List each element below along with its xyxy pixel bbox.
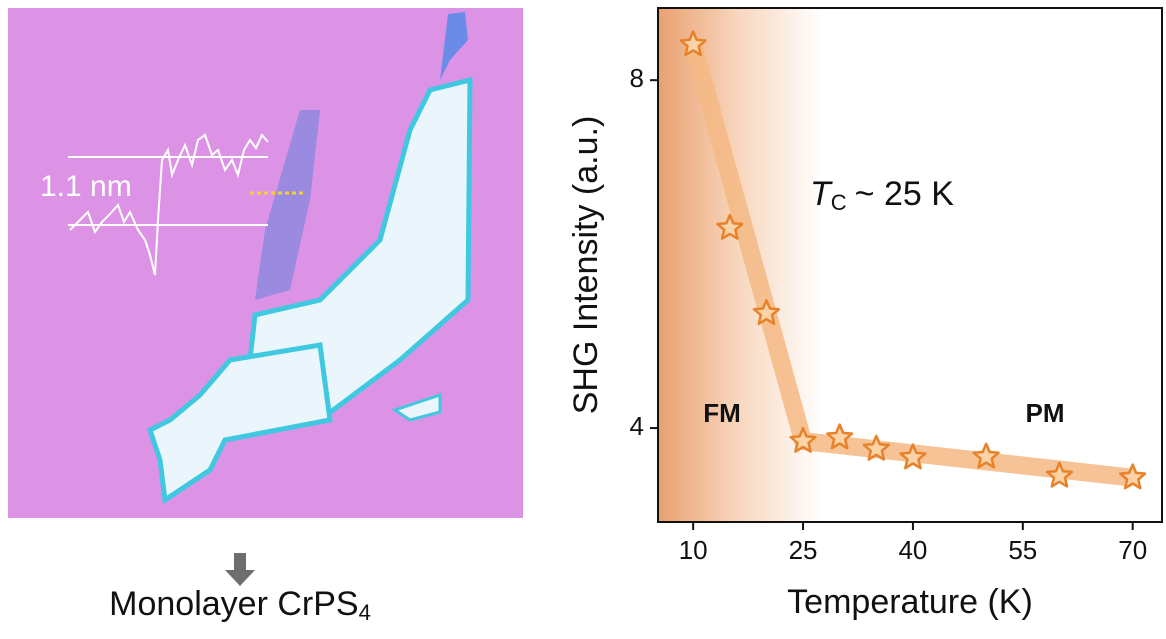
caption-text: Monolayer CrPS [109, 585, 358, 623]
figure: 1.1 nm Monolayer CrPS4 102540557048Tempe… [0, 0, 1166, 634]
x-tick-label: 70 [1118, 535, 1147, 565]
x-tick-label: 55 [1008, 535, 1037, 565]
y-tick-label: 4 [630, 411, 644, 441]
tc-subscript: C [831, 190, 847, 215]
pm-label: PM [1026, 398, 1065, 428]
x-axis-label: Temperature (K) [787, 583, 1033, 621]
tc-symbol: T [810, 175, 833, 213]
x-tick-label: 10 [679, 535, 708, 565]
y-axis-label: SHG Intensity (a.u.) [567, 116, 605, 415]
x-tick-label: 40 [898, 535, 927, 565]
caption: Monolayer CrPS4 [109, 585, 371, 625]
height-label: 1.1 nm [40, 170, 132, 203]
tc-annotation: TC ~ 25 K [810, 175, 954, 215]
microscope-image: 1.1 nm [8, 8, 523, 518]
arrow [225, 553, 255, 586]
x-tick-label: 25 [789, 535, 818, 565]
caption-subscript: 4 [359, 600, 371, 625]
tc-text: ~ 25 K [855, 175, 955, 213]
y-tick-label: 8 [630, 63, 644, 93]
fm-label: FM [703, 398, 741, 428]
